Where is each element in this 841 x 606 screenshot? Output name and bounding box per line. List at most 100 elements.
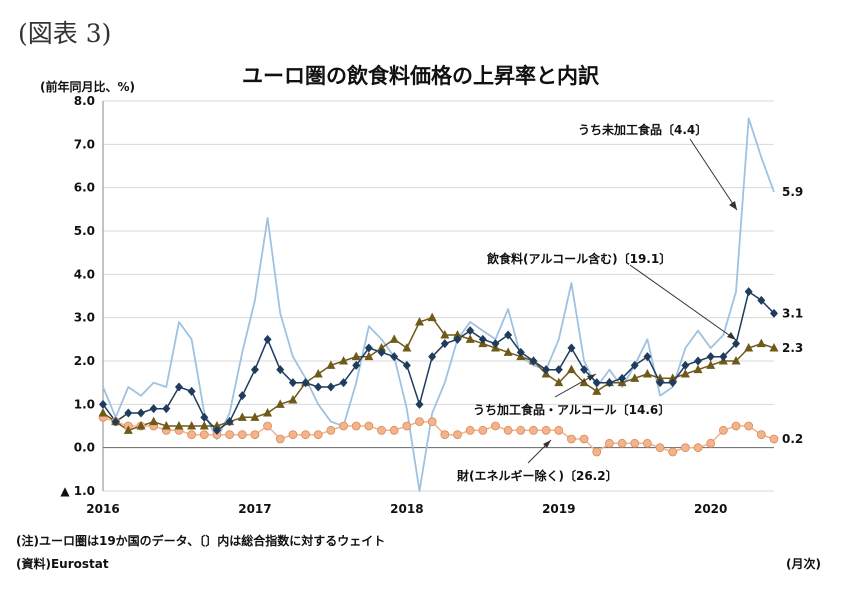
data-point-food_total bbox=[124, 408, 133, 418]
data-point-food_total bbox=[263, 334, 272, 344]
data-point-processed bbox=[161, 421, 171, 430]
data-point-goods_ex_energy bbox=[668, 447, 678, 457]
data-point-food_total bbox=[630, 360, 639, 370]
data-point-food_total bbox=[542, 365, 551, 375]
end-value-label-unprocessed: 5.9 bbox=[782, 185, 803, 199]
legend-label-goods: 財(エネルギー除く)〔26.2〕 bbox=[456, 468, 618, 483]
data-point-food_total bbox=[174, 382, 183, 392]
data-point-processed bbox=[263, 408, 273, 417]
data-point-food_total bbox=[440, 339, 449, 349]
data-point-processed bbox=[592, 386, 602, 395]
data-point-processed bbox=[693, 364, 703, 374]
data-point-goods_ex_energy bbox=[744, 421, 754, 431]
data-point-food_total bbox=[99, 399, 107, 409]
data-point-goods_ex_energy bbox=[339, 421, 348, 431]
footnote: (注)ユーロ圏は19か国のデータ、〔〕内は総合指数に対するウェイト bbox=[16, 534, 386, 548]
data-point-food_total bbox=[352, 360, 361, 370]
y-tick-label: 3.0 bbox=[74, 311, 95, 325]
data-point-food_total bbox=[453, 334, 462, 344]
data-point-food_total bbox=[466, 326, 475, 336]
data-point-food_total bbox=[111, 417, 120, 427]
data-point-goods_ex_energy bbox=[478, 425, 488, 435]
data-point-goods_ex_energy bbox=[440, 430, 450, 440]
data-point-processed bbox=[174, 421, 184, 430]
data-point-processed bbox=[642, 369, 652, 378]
data-point-food_total bbox=[770, 308, 778, 318]
x-tick-label: 2016 bbox=[86, 502, 119, 516]
data-point-goods_ex_energy bbox=[529, 425, 538, 435]
data-point-goods_ex_energy bbox=[567, 434, 576, 444]
data-point-processed bbox=[655, 373, 665, 382]
annotation-arrow-goods bbox=[543, 440, 551, 448]
data-point-goods_ex_energy bbox=[301, 430, 310, 440]
y-tick-label: 4.0 bbox=[74, 267, 95, 281]
data-point-processed bbox=[769, 343, 779, 352]
data-point-goods_ex_energy bbox=[630, 438, 640, 448]
data-point-processed bbox=[402, 343, 412, 352]
x-tick-label: 2018 bbox=[390, 502, 423, 516]
data-point-processed bbox=[123, 425, 133, 434]
data-point-food_total bbox=[225, 417, 234, 427]
data-point-processed bbox=[630, 373, 640, 382]
data-point-goods_ex_energy bbox=[402, 421, 412, 431]
data-point-processed bbox=[415, 317, 425, 326]
data-point-processed bbox=[275, 399, 285, 408]
annotation-arrow-food-total bbox=[727, 332, 736, 340]
data-point-goods_ex_energy bbox=[617, 438, 627, 448]
data-point-goods_ex_energy bbox=[769, 434, 779, 444]
data-point-processed bbox=[566, 364, 576, 374]
data-point-goods_ex_energy bbox=[756, 430, 766, 440]
data-point-food_total bbox=[136, 408, 145, 418]
data-point-goods_ex_energy bbox=[605, 438, 614, 448]
y-tick-label: 0.0 bbox=[74, 441, 95, 455]
y-unit-label: (前年同月比、%) bbox=[40, 80, 135, 94]
data-point-goods_ex_energy bbox=[731, 421, 741, 431]
data-point-goods_ex_energy bbox=[579, 434, 589, 444]
data-point-goods_ex_energy bbox=[718, 425, 728, 435]
data-point-processed bbox=[199, 421, 209, 430]
data-point-food_total bbox=[757, 295, 766, 305]
data-point-processed bbox=[313, 369, 323, 378]
data-point-goods_ex_energy bbox=[655, 443, 665, 453]
data-point-goods_ex_energy bbox=[706, 438, 716, 448]
x-tick-label: 2017 bbox=[238, 502, 271, 516]
data-point-food_total bbox=[402, 360, 411, 370]
data-point-food_total bbox=[390, 352, 399, 362]
data-point-food_total bbox=[744, 287, 753, 297]
data-point-goods_ex_energy bbox=[503, 425, 513, 435]
source-note: (資料)Eurostat bbox=[16, 557, 109, 571]
figure-label: (図表 3) bbox=[18, 19, 112, 48]
data-point-processed bbox=[212, 421, 222, 430]
data-point-processed bbox=[440, 330, 450, 339]
annotation-arrow-processed bbox=[587, 374, 596, 381]
data-point-food_total bbox=[301, 378, 310, 388]
data-point-goods_ex_energy bbox=[693, 443, 703, 453]
x-tick-label: 2019 bbox=[542, 502, 575, 516]
data-point-processed bbox=[706, 360, 716, 369]
data-point-food_total bbox=[415, 399, 424, 409]
data-point-processed bbox=[452, 330, 462, 339]
data-point-goods_ex_energy bbox=[554, 425, 564, 435]
x-unit-label: (月次) bbox=[786, 557, 821, 571]
data-point-food_total bbox=[529, 356, 538, 366]
data-point-processed bbox=[554, 377, 564, 387]
data-point-processed bbox=[377, 343, 387, 352]
data-point-goods_ex_energy bbox=[288, 430, 298, 440]
data-point-goods_ex_energy bbox=[389, 425, 399, 435]
data-point-food_total bbox=[605, 378, 614, 388]
data-point-food_total bbox=[694, 356, 703, 366]
data-point-food_total bbox=[656, 378, 665, 388]
data-point-processed bbox=[288, 395, 298, 404]
data-point-processed bbox=[351, 351, 361, 361]
legend-label-processed: うち加工食品・アルコール〔14.6〕 bbox=[473, 402, 670, 417]
y-tick-label: 2.0 bbox=[74, 354, 95, 368]
data-point-processed bbox=[668, 373, 678, 382]
data-point-food_total bbox=[326, 382, 335, 392]
data-point-food_total bbox=[504, 330, 513, 340]
data-point-food_total bbox=[516, 347, 525, 357]
data-point-goods_ex_energy bbox=[250, 430, 260, 440]
data-point-processed bbox=[465, 334, 475, 343]
annotation-leader-unprocessed bbox=[689, 138, 738, 211]
data-point-food_total bbox=[377, 347, 386, 357]
data-point-goods_ex_energy bbox=[592, 447, 602, 457]
